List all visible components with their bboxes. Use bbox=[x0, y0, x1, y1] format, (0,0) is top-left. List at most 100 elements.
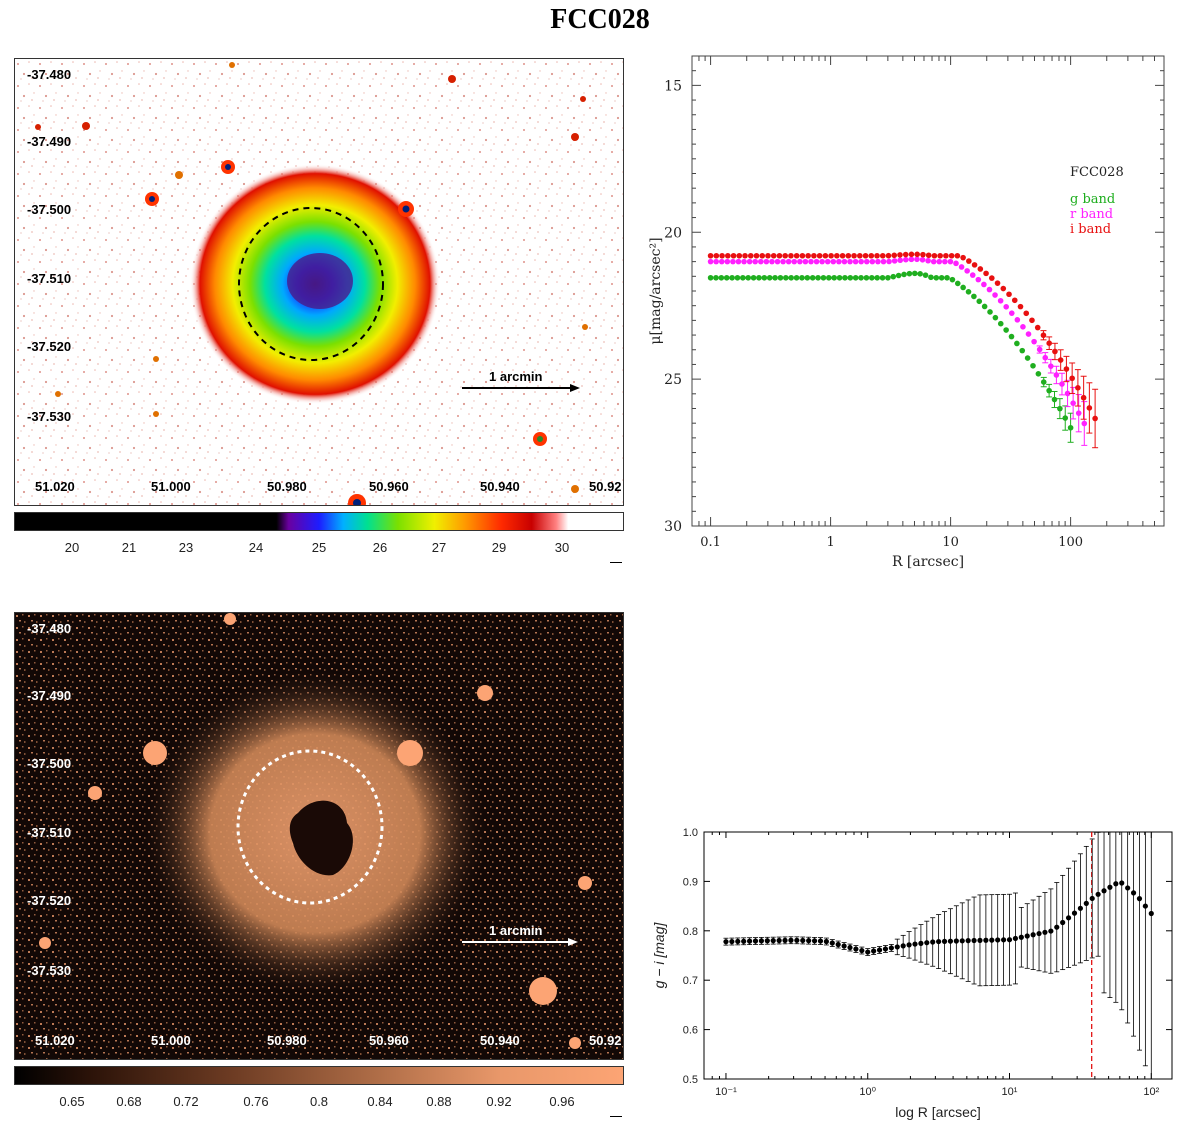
data-point bbox=[914, 251, 920, 258]
data-point bbox=[841, 943, 847, 949]
data-point bbox=[834, 252, 840, 259]
data-point bbox=[1020, 324, 1026, 330]
data-point bbox=[845, 252, 852, 259]
data-point bbox=[1119, 880, 1125, 886]
data-point bbox=[736, 252, 743, 259]
data-point bbox=[764, 938, 770, 944]
data-point bbox=[817, 938, 824, 944]
image-x-tick: 51.020 bbox=[35, 1033, 75, 1048]
data-point bbox=[765, 252, 771, 259]
data-point bbox=[925, 257, 931, 264]
y-tick-label: 20 bbox=[664, 225, 682, 241]
data-point bbox=[986, 286, 993, 293]
data-point bbox=[783, 274, 789, 281]
data-point bbox=[788, 937, 794, 943]
image-x-tick: 50.960 bbox=[369, 1033, 409, 1048]
data-point bbox=[943, 252, 949, 259]
data-point bbox=[723, 939, 729, 945]
x-tick-label: 0.1 bbox=[700, 535, 721, 550]
data-point bbox=[959, 938, 965, 944]
data-point bbox=[1014, 317, 1021, 323]
data-point bbox=[960, 254, 966, 261]
data-point bbox=[863, 274, 870, 281]
data-point bbox=[804, 274, 811, 281]
data-point bbox=[874, 274, 880, 281]
data-point bbox=[1051, 396, 1058, 403]
data-point bbox=[897, 257, 904, 264]
data-point bbox=[863, 258, 870, 265]
data-point bbox=[836, 274, 843, 281]
data-point bbox=[989, 937, 995, 943]
image-svg bbox=[15, 613, 623, 1059]
data-point bbox=[1077, 905, 1083, 911]
image-x-tick: 51.000 bbox=[151, 1033, 191, 1048]
data-point bbox=[1057, 405, 1063, 412]
data-point bbox=[989, 275, 995, 281]
image-y-tick: -37.480 bbox=[27, 67, 72, 82]
image-y-tick: -37.490 bbox=[27, 134, 72, 149]
x-tick-label: 10⁰ bbox=[859, 1086, 876, 1098]
data-point bbox=[958, 264, 965, 270]
data-point bbox=[964, 268, 970, 274]
data-point bbox=[886, 258, 892, 265]
data-point bbox=[759, 252, 766, 259]
colorbar-tick-label: 0.76 bbox=[243, 1094, 269, 1109]
data-point bbox=[758, 938, 765, 944]
data-point bbox=[822, 252, 829, 259]
data-point bbox=[960, 284, 966, 291]
color-profile-chart: 10⁻¹ 10⁰ 10¹ 10² 0.5 0.6 0.7 0.8 0.9 1.0 log R [ar… bbox=[651, 827, 1173, 1120]
data-point bbox=[901, 271, 907, 278]
data-point bbox=[718, 274, 725, 281]
data-point bbox=[983, 270, 989, 277]
colorbar-tick-label: 29 bbox=[491, 540, 507, 555]
data-point bbox=[776, 937, 782, 944]
y-tick-label: 15 bbox=[664, 78, 682, 94]
image-y-tick: -37.510 bbox=[27, 825, 72, 840]
colorbar-tick-label: 21 bbox=[121, 540, 137, 555]
data-point bbox=[766, 274, 773, 281]
colorbar-ticks: 20 21 23 24 25 26 27 29 30 bbox=[14, 540, 622, 558]
data-point bbox=[1054, 924, 1060, 930]
data-point bbox=[1083, 900, 1089, 906]
data-point bbox=[903, 256, 909, 263]
data-point bbox=[1012, 935, 1019, 942]
data-point bbox=[879, 252, 886, 259]
data-point bbox=[713, 258, 719, 265]
data-point bbox=[1101, 888, 1107, 894]
data-point bbox=[919, 256, 926, 263]
data-point bbox=[1057, 357, 1064, 363]
image-x-tick: 50.980 bbox=[267, 479, 307, 494]
data-point bbox=[936, 258, 943, 265]
data-point bbox=[1029, 317, 1035, 324]
data-point bbox=[1000, 285, 1007, 292]
data-point bbox=[793, 252, 800, 259]
data-point bbox=[780, 258, 786, 265]
data-point bbox=[1107, 884, 1113, 890]
data-point bbox=[1018, 934, 1024, 940]
data-point bbox=[774, 258, 781, 265]
data-point bbox=[853, 946, 859, 952]
data-point bbox=[713, 252, 720, 259]
image-x-tick: 50.92 bbox=[589, 1033, 622, 1048]
data-point bbox=[772, 274, 778, 281]
image-y-tick: -37.480 bbox=[27, 621, 72, 636]
data-point bbox=[1060, 919, 1066, 926]
data-point bbox=[831, 274, 837, 281]
data-point bbox=[942, 258, 948, 265]
data-point bbox=[1006, 937, 1013, 943]
data-point bbox=[1092, 415, 1098, 422]
y-tick-label: 0.5 bbox=[683, 1074, 698, 1086]
data-point bbox=[1136, 896, 1143, 902]
data-point bbox=[911, 270, 918, 277]
data-point bbox=[1019, 347, 1026, 354]
data-point bbox=[1034, 324, 1041, 331]
data-point bbox=[975, 276, 982, 283]
data-point bbox=[1067, 424, 1074, 431]
data-point bbox=[965, 288, 972, 295]
data-point bbox=[847, 274, 854, 281]
data-point bbox=[1148, 910, 1154, 917]
image-x-tick: 51.020 bbox=[35, 479, 75, 494]
data-point bbox=[1006, 291, 1012, 298]
data-point bbox=[770, 252, 777, 259]
data-point bbox=[897, 252, 903, 258]
